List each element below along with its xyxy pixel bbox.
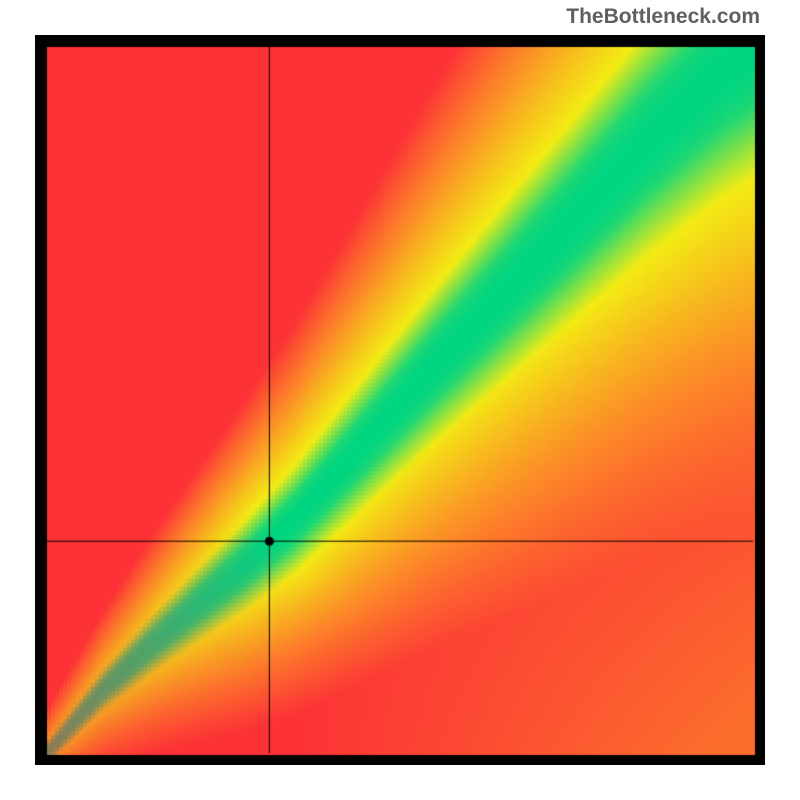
watermark-text: TheBottleneck.com [566, 5, 760, 29]
heatmap-canvas [35, 35, 765, 765]
plot-area [35, 35, 765, 765]
chart-container: TheBottleneck.com [0, 0, 800, 800]
